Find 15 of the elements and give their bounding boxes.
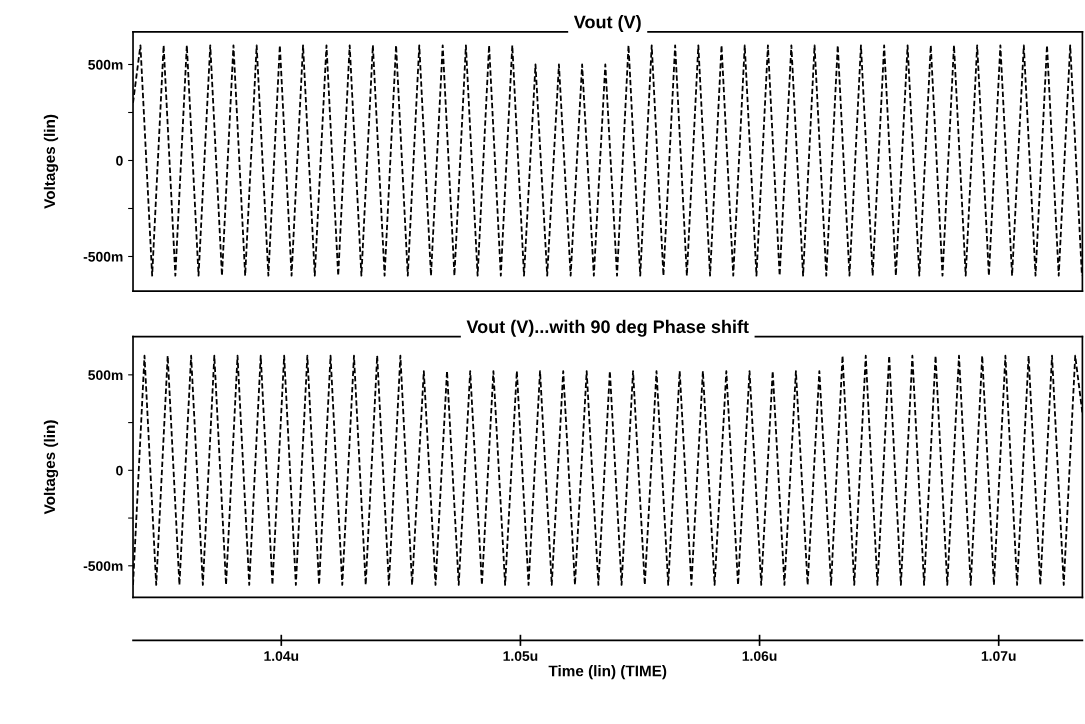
y-tick-label: -500m [83, 251, 123, 262]
y-axis-title: Voltages (lin) [43, 114, 59, 209]
y-axis-title: Voltages (lin) [43, 420, 59, 515]
chart-title: Vout (V) [573, 15, 641, 32]
y-tick-label: 0 [116, 155, 123, 166]
x-tick-label: 1.06u [742, 651, 777, 661]
x-tick-label: 1.04u [264, 651, 299, 661]
y-tick-label: 500m [88, 370, 123, 381]
y-tick-label: 0 [116, 465, 123, 476]
x-tick-label: 1.07u [981, 651, 1016, 661]
x-axis-title: Time (lin) (TIME) [548, 665, 667, 680]
y-tick-label: 500m [88, 59, 123, 70]
y-tick-label: -500m [83, 561, 123, 571]
chart-title: Vout (V)...with 90 deg Phase shift [466, 319, 749, 337]
x-tick-label: 1.05u [503, 651, 538, 661]
